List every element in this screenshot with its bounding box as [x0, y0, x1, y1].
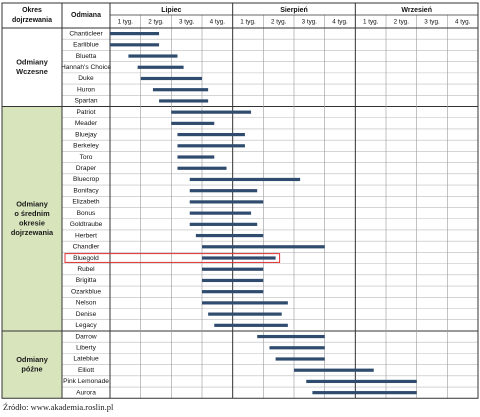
variety-label: Duke	[78, 75, 94, 82]
ripening-bar	[177, 132, 245, 137]
group-cell-0	[2, 28, 62, 107]
source-note: Źródło: www.akademia.roslin.pl	[3, 402, 114, 412]
variety-label: Hannah's Choice	[61, 64, 111, 71]
ripening-bar	[202, 245, 325, 249]
variety-label: Draper	[76, 165, 97, 172]
ripening-bar	[189, 200, 264, 204]
ripening-bar	[202, 278, 264, 283]
variety-label: Herbert	[75, 232, 97, 239]
ripening-bar	[177, 144, 245, 148]
week-label: 1 tyg.	[240, 19, 256, 26]
variety-label: Denise	[76, 311, 97, 318]
ripening-bar	[202, 256, 276, 260]
group-cell-2	[2, 330, 62, 399]
variety-label: Brigitta	[76, 277, 97, 284]
variety-label: Pink Lemonade	[63, 378, 109, 385]
ripening-bar	[202, 301, 288, 305]
week-label: 3 tyg.	[302, 19, 318, 26]
group-label: okresie	[19, 218, 45, 227]
ripening-bar	[171, 110, 252, 114]
variety-label: Patriot	[76, 109, 95, 116]
ripening-bar	[257, 334, 325, 339]
variety-label: Bonifacy	[73, 187, 99, 194]
week-label: 4 tyg.	[210, 19, 226, 26]
ripening-bar	[306, 379, 417, 384]
group-label: Odmiany	[16, 57, 49, 66]
ripening-bar	[195, 233, 264, 238]
ripening-bar	[140, 76, 202, 81]
variety-label: Aurora	[76, 389, 96, 396]
ripening-bar	[177, 166, 227, 170]
ripening-bar	[312, 391, 417, 395]
ripening-bar	[269, 346, 325, 350]
ripening-bar	[110, 43, 160, 47]
week-label: 2 tyg.	[148, 19, 164, 26]
ripening-bar	[208, 312, 282, 316]
week-label: 2 tyg.	[394, 19, 410, 26]
month-label: Sierpień	[280, 7, 308, 14]
variety-label: Elizabeth	[72, 199, 99, 206]
variety-label: Toro	[80, 154, 93, 161]
variety-label: Bonus	[77, 210, 96, 217]
ripening-bar	[171, 121, 215, 125]
ripening-bar	[189, 211, 252, 215]
week-label: 3 tyg.	[179, 19, 195, 26]
header-variety: Odmiana	[71, 12, 101, 19]
ripening-bar	[189, 222, 258, 226]
variety-label: Nelson	[76, 300, 97, 307]
ripening-bar	[152, 88, 209, 92]
week-label: 2 tyg.	[271, 19, 287, 26]
month-label: Lipiec	[161, 7, 181, 14]
variety-label: Ozarkblue	[71, 288, 101, 295]
group-cell-1	[2, 106, 62, 331]
variety-label: Darrow	[75, 333, 96, 340]
variety-label: Elliott	[78, 367, 94, 374]
variety-label: Chanticleer	[69, 30, 103, 37]
week-label: 1 tyg.	[118, 19, 134, 26]
variety-label: Lateblue	[73, 356, 99, 363]
variety-label: Meader	[75, 120, 98, 127]
group-label: o średnim	[14, 209, 50, 218]
ripening-bar	[214, 323, 288, 327]
ripening-bar	[159, 99, 209, 103]
variety-label: Bluegold	[73, 255, 99, 262]
variety-label: Berkeley	[73, 143, 99, 150]
header-period-line: dojrzewania	[12, 17, 52, 24]
ripening-bar	[294, 368, 374, 372]
ripening-bar	[177, 155, 215, 159]
variety-label: Chandler	[73, 244, 101, 251]
week-label: 4 tyg.	[455, 19, 471, 26]
week-label: 4 tyg.	[332, 19, 348, 26]
group-label: Wczesne	[16, 67, 48, 76]
header-period-line: Okres	[22, 7, 42, 14]
variety-label: Bluecrop	[73, 176, 99, 183]
variety-label: Goldtraube	[70, 221, 103, 228]
highlight-box	[64, 253, 281, 263]
variety-label: Bluejay	[75, 131, 97, 138]
month-label: Wrzesień	[401, 7, 432, 14]
ripening-bar	[202, 290, 264, 294]
ripening-bar	[275, 357, 325, 361]
group-label: Odmiany	[16, 355, 49, 364]
ripening-bar	[189, 177, 301, 182]
ripening-bar	[110, 32, 160, 36]
ripening-bar	[128, 54, 178, 58]
group-label: Odmiany	[16, 199, 49, 208]
table-border	[1, 2, 479, 399]
ripening-bar	[202, 267, 264, 271]
ripening-bar	[137, 65, 184, 69]
variety-label: Legacy	[75, 322, 97, 329]
group-label: późne	[21, 364, 42, 373]
variety-label: Spartan	[74, 98, 97, 105]
week-label: 3 tyg.	[424, 19, 440, 26]
variety-label: Liberty	[76, 345, 96, 352]
variety-label: Bluetta	[76, 53, 97, 60]
week-label: 1 tyg.	[363, 19, 379, 26]
variety-label: Huron	[77, 86, 95, 93]
group-label: dojrzewania	[11, 228, 54, 237]
variety-label: Earliblue	[73, 42, 99, 49]
ripening-bar	[189, 189, 258, 193]
variety-label: Rubel	[77, 266, 95, 273]
